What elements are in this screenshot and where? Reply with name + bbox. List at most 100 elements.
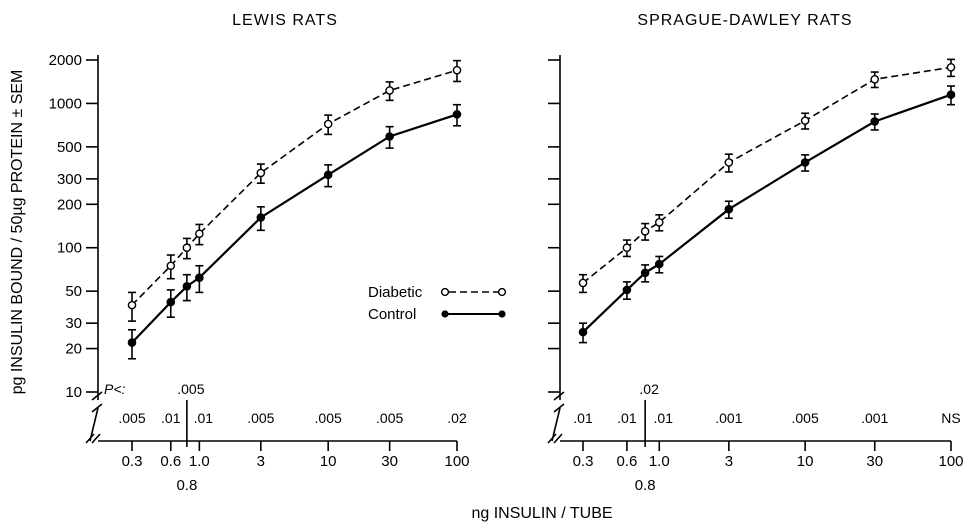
p-value: .01 <box>654 410 674 426</box>
data-point-open <box>622 243 632 253</box>
x-tick-label: 10 <box>797 453 814 470</box>
y-tick-label: 50 <box>65 283 82 300</box>
y-axis-label: pg INSULIN BOUND / 50µg PROTEIN ± SEM <box>9 70 26 395</box>
y-tick-label: 200 <box>57 196 82 213</box>
y-axis-break <box>553 391 565 413</box>
p-value: .005 <box>247 410 274 426</box>
x-axis-break <box>547 433 563 444</box>
p-value: .005 <box>177 381 204 397</box>
data-point-open <box>870 74 880 84</box>
legend-marker-open <box>497 287 507 297</box>
legend-marker-filled <box>498 310 506 318</box>
data-point-filled <box>800 158 810 167</box>
series-diabetic <box>578 58 956 294</box>
p-value-prefix: P<: <box>104 381 126 397</box>
panel-title: LEWIS RATS <box>232 12 338 29</box>
series-control <box>578 85 956 344</box>
x-tick-label: 10 <box>320 453 337 470</box>
legend: Diabetic Control <box>368 284 507 323</box>
data-point-open <box>452 65 462 75</box>
data-point-filled <box>578 327 588 337</box>
data-point-open <box>724 158 734 167</box>
data-point-open <box>127 300 137 310</box>
data-point-open <box>256 168 266 178</box>
data-point-filled <box>654 259 664 269</box>
p-value: .005 <box>315 410 342 426</box>
x-tick-label: 0.3 <box>573 453 594 470</box>
data-point-open <box>166 261 176 271</box>
data-point-open <box>195 229 204 239</box>
data-point-filled <box>195 273 204 282</box>
x-tick-label: 100 <box>938 453 963 470</box>
x-tick-label: 1.0 <box>649 453 670 470</box>
data-point-filled <box>323 170 333 180</box>
series-diabetic <box>127 59 462 322</box>
p-value: .01 <box>161 410 181 426</box>
x-tick-label: 0.8 <box>176 477 197 494</box>
data-point-open <box>385 86 394 95</box>
x-tick-label: 30 <box>866 453 883 470</box>
data-point-filled <box>127 338 137 347</box>
p-value: .01 <box>617 410 637 426</box>
panel-lewis: LEWIS RATS 10 20 30 50 100 200 300 500 1000 2000 0.… <box>49 12 507 494</box>
x-tick-label: 0.6 <box>616 453 637 470</box>
y-tick-label: 100 <box>57 240 82 257</box>
p-value: NS <box>941 410 960 426</box>
p-value: .005 <box>118 410 145 426</box>
data-point-filled <box>640 268 650 278</box>
legend-label-control: Control <box>368 306 416 323</box>
panel-sprague-dawley: SPRAGUE-DAWLEY RATS 0.3 0.6 0.8 1.0 3 10 30 100.… <box>547 12 964 494</box>
data-point-filled <box>385 132 394 141</box>
data-point-open <box>800 116 810 125</box>
y-tick-label: 1000 <box>49 95 82 112</box>
p-value: .005 <box>792 410 819 426</box>
y-tick-label: 30 <box>65 315 82 332</box>
data-point-filled <box>870 117 880 126</box>
p-value: .01 <box>573 410 593 426</box>
p-value: .02 <box>447 410 467 426</box>
x-axis-label: ng INSULIN / TUBE <box>471 505 612 522</box>
x-tick-label: 30 <box>381 453 398 470</box>
x-tick-label: 1.0 <box>189 453 210 470</box>
chart-panels: LEWIS RATS 10 20 30 50 100 200 300 500 1000 2000 0.… <box>49 12 964 494</box>
x-tick-label: 3 <box>725 453 733 470</box>
data-point-open <box>323 119 333 129</box>
y-axis-lower <box>89 407 99 442</box>
data-point-open <box>946 63 956 72</box>
x-tick-label: 0.3 <box>122 453 143 470</box>
legend-marker-open <box>440 287 450 297</box>
series-control <box>127 103 462 360</box>
series-line <box>582 93 952 333</box>
data-point-filled <box>182 282 192 291</box>
data-point-open <box>640 226 650 236</box>
y-tick-label: 2000 <box>49 52 82 69</box>
legend-label-diabetic: Diabetic <box>368 284 423 301</box>
p-value: .005 <box>376 410 403 426</box>
data-point-filled <box>452 110 462 119</box>
y-tick-label: 20 <box>65 341 82 358</box>
data-point-filled <box>622 285 632 295</box>
y-tick-label: 500 <box>57 139 82 156</box>
data-point-filled <box>256 213 266 222</box>
data-point-filled <box>946 90 956 99</box>
data-point-open <box>182 243 192 253</box>
data-point-filled <box>166 297 176 307</box>
series-line <box>582 66 952 284</box>
p-value: .02 <box>639 381 659 397</box>
panel-title: SPRAGUE-DAWLEY RATS <box>637 12 852 29</box>
data-point-open <box>654 218 664 227</box>
y-axis-lower <box>551 407 561 442</box>
x-tick-label: 3 <box>257 453 265 470</box>
data-point-open <box>578 278 588 288</box>
x-tick-label: 100 <box>444 453 469 470</box>
y-axis-break <box>91 391 103 413</box>
p-value: .001 <box>715 410 742 426</box>
x-axis-break <box>85 433 101 444</box>
p-value: .01 <box>194 410 214 426</box>
series-line <box>131 69 458 306</box>
x-tick-label: 0.6 <box>160 453 181 470</box>
data-point-filled <box>724 204 734 214</box>
p-value: .001 <box>861 410 888 426</box>
x-tick-label: 0.8 <box>635 477 656 494</box>
